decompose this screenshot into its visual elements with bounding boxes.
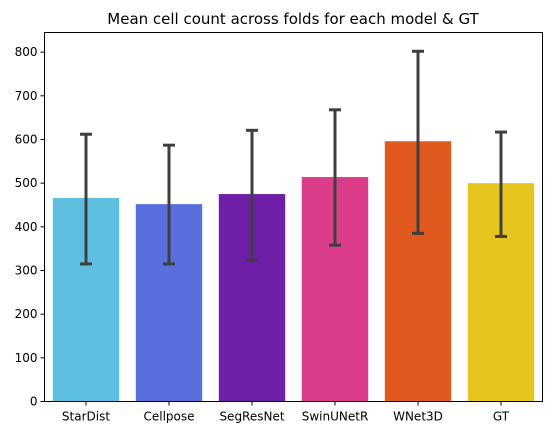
- error-bar-segresnet: [246, 128, 258, 262]
- x-tick-label: Cellpose: [143, 410, 194, 424]
- y-tick-label: 0: [30, 395, 38, 409]
- x-tick-label: StarDist: [62, 410, 110, 424]
- y-tick-label: 300: [15, 263, 38, 277]
- x-tick-label: GT: [493, 410, 510, 424]
- x-tick-label: WNet3D: [393, 410, 443, 424]
- chart-title: Mean cell count across folds for each mo…: [107, 10, 479, 28]
- x-axis: StarDist Cellpose SegResNet SwinUNetR WNet3D…: [62, 401, 510, 424]
- error-bar-stardist: [80, 132, 92, 266]
- plot-frame: [44, 32, 543, 402]
- chart-marks: [52, 49, 535, 402]
- x-tick-label: SegResNet: [219, 410, 284, 424]
- x-tick-label: SwinUNetR: [302, 410, 369, 424]
- error-bar-wnet3d: [412, 49, 424, 235]
- y-tick-label: 500: [15, 176, 38, 190]
- y-tick-label: 600: [15, 132, 38, 146]
- y-tick-label: 800: [15, 45, 38, 59]
- error-bar-gt: [495, 130, 507, 238]
- y-tick-label: 700: [15, 89, 38, 103]
- y-tick-label: 200: [15, 307, 38, 321]
- y-tick-label: 100: [15, 351, 38, 365]
- y-tick-label: 400: [15, 220, 38, 234]
- error-bar-cellpose: [163, 143, 175, 266]
- y-axis: 0 100 200 300 400 500 600 700 800: [15, 45, 45, 409]
- error-bar-swinunetr: [329, 108, 341, 247]
